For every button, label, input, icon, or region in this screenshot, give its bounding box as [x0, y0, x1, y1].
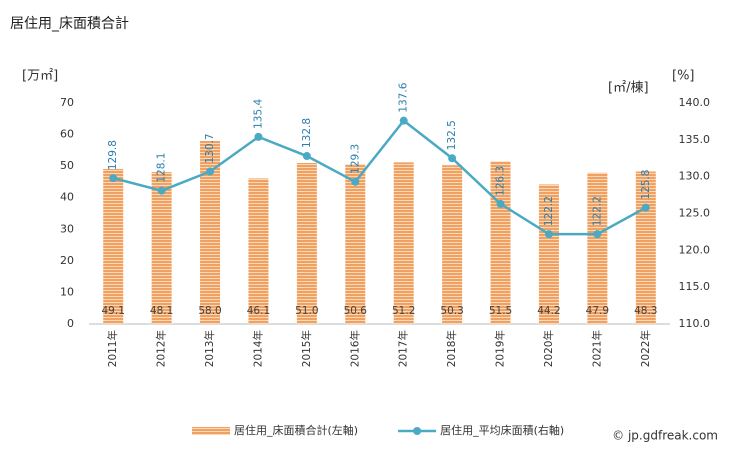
- bar-value-label: 44.2: [537, 305, 560, 317]
- x-tick-label: 2017年: [397, 330, 410, 367]
- line-value-label: 129.3: [349, 144, 361, 174]
- x-tick-label: 2021年: [590, 330, 603, 367]
- y2-tick-label: 115.0: [679, 280, 711, 293]
- y-tick-label: 30: [60, 222, 74, 235]
- y2-tick-label: 130.0: [679, 170, 711, 183]
- y-tick-label: 20: [60, 254, 74, 267]
- line-point: [206, 167, 215, 176]
- y-tick-label: 70: [60, 96, 74, 109]
- bar-value-label: 58.0: [198, 305, 221, 317]
- bar: [103, 168, 124, 324]
- bar-value-label: 51.2: [392, 305, 415, 317]
- y-tick-label: 50: [60, 159, 74, 172]
- x-tick-label: 2014年: [251, 330, 264, 367]
- x-tick-label: 2012年: [155, 330, 168, 367]
- watermark: © jp.gdfreak.com: [612, 429, 718, 443]
- line-value-label: 132.8: [301, 118, 313, 148]
- y2-unit: [㎡/棟]: [608, 81, 649, 96]
- line-value-label: 130.7: [204, 133, 216, 163]
- bar: [587, 172, 608, 324]
- line-value-label: 135.4: [252, 99, 264, 129]
- bar: [200, 140, 221, 324]
- bar: [393, 162, 414, 324]
- line-point: [448, 154, 457, 163]
- bar-value-label: 48.1: [150, 305, 173, 317]
- bar-value-label: 49.1: [102, 305, 125, 317]
- bar: [538, 184, 559, 324]
- bar: [248, 178, 269, 324]
- line-value-label: 129.8: [107, 140, 119, 170]
- bar: [442, 165, 463, 324]
- x-tick-label: 2022年: [639, 330, 652, 367]
- bar-value-label: 51.5: [489, 305, 512, 317]
- y-tick-label: 10: [60, 285, 74, 298]
- y2-tick-label: 125.0: [679, 207, 711, 220]
- x-tick-label: 2015年: [300, 330, 313, 367]
- y-unit: [万㎡]: [22, 69, 58, 84]
- line-point: [641, 203, 650, 212]
- bar: [345, 164, 366, 324]
- bar-value-label: 46.1: [247, 305, 270, 317]
- bar: [151, 172, 172, 324]
- bar: [296, 162, 317, 324]
- y2-tick-label: 140.0: [679, 96, 711, 109]
- y-tick-label: 40: [60, 191, 74, 204]
- line-point: [593, 230, 602, 239]
- line: [112, 118, 647, 236]
- y2-unit: [%]: [672, 69, 695, 84]
- y-tick-label: 60: [60, 128, 74, 141]
- bar-value-label: 47.9: [586, 305, 609, 317]
- y2-tick-label: 120.0: [679, 243, 711, 256]
- x-tick-label: 2020年: [542, 330, 555, 367]
- legend-swatch: [413, 427, 422, 435]
- line-value-label: 122.2: [543, 196, 555, 226]
- line-value-label: 137.6: [398, 82, 410, 112]
- bar-value-label: 48.3: [634, 305, 657, 317]
- line-point: [399, 116, 408, 125]
- y-tick-label: 0: [67, 317, 74, 330]
- y2-tick-label: 110.0: [679, 317, 711, 330]
- x-tick-label: 2018年: [445, 330, 458, 367]
- line-point: [351, 177, 360, 186]
- bar: [490, 161, 511, 324]
- chart-title: 居住用_床面積合計: [10, 16, 129, 32]
- line-value-label: 128.1: [156, 153, 168, 183]
- legend-swatch: [192, 427, 230, 435]
- x-tick-label: 2011年: [106, 330, 119, 367]
- line-value-label: 122.2: [591, 196, 603, 226]
- line-value-label: 132.5: [446, 120, 458, 150]
- x-tick-label: 2013年: [203, 330, 216, 367]
- line-point: [109, 174, 118, 183]
- line-value-label: 125.8: [640, 170, 652, 200]
- line-value-label: 126.3: [495, 166, 507, 196]
- x-tick-label: 2019年: [494, 330, 507, 367]
- bar-value-label: 50.3: [440, 305, 463, 317]
- line-point: [302, 152, 311, 161]
- legend-label: 居住用_床面積合計(左軸): [234, 423, 358, 437]
- y2-tick-label: 135.0: [679, 133, 711, 146]
- bar-value-label: 50.6: [344, 305, 368, 317]
- bar-value-label: 51.0: [295, 305, 318, 317]
- legend-label: 居住用_平均床面積(右軸): [440, 423, 564, 437]
- line-point: [544, 230, 553, 239]
- line-point: [496, 199, 505, 208]
- line-point: [157, 186, 166, 195]
- x-tick-label: 2016年: [348, 330, 361, 367]
- line-point: [254, 132, 263, 141]
